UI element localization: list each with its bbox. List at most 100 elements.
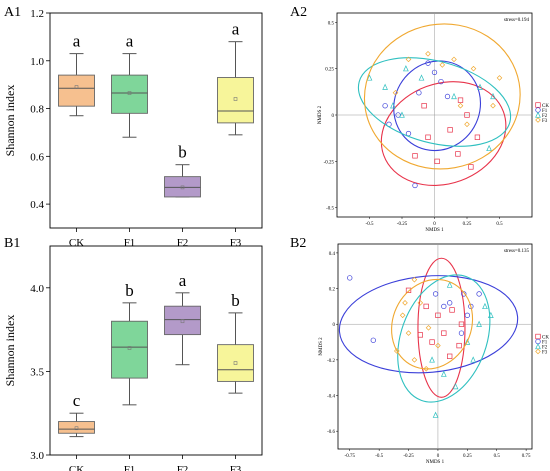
b2-plot-frame	[337, 243, 533, 450]
a2-point-f2	[382, 83, 388, 90]
b2-ytick-label: 0.4	[329, 252, 336, 257]
a2-ytick-label: 0.25	[325, 68, 334, 73]
b2-point-f2	[482, 302, 488, 310]
b1-box-f3	[217, 344, 254, 382]
a2-legend-label-f3: F3	[542, 119, 548, 124]
b2-point-ck	[405, 287, 412, 293]
a2-point-f3	[470, 65, 477, 72]
a2-point-f1	[412, 182, 418, 189]
b2-ytick-label: -0.6	[327, 430, 335, 435]
b2-point-ck	[458, 321, 465, 327]
a1-xtick-label: F2	[177, 237, 189, 249]
b2-point-ck	[449, 307, 455, 313]
b2-point-f1	[468, 303, 474, 310]
b1-mean-marker	[233, 361, 238, 365]
b2-xtick-label: -0.75	[345, 454, 356, 459]
a2-point-f3	[464, 121, 470, 128]
a1-ytick-label: 0.4	[30, 199, 44, 211]
b1-xtick-label: F1	[124, 464, 136, 471]
a1-xtick-label: F3	[230, 237, 242, 249]
panel-label-b1: B1	[4, 236, 20, 251]
b2-xtick-label: 0.5	[494, 454, 501, 459]
a1-ytick-label: 0.8	[30, 104, 44, 116]
a2-point-f3	[425, 51, 431, 57]
a2-y-axis-label: NMDS 2	[318, 105, 323, 124]
b1-significance-letter: a	[179, 271, 187, 290]
b2-point-f2	[432, 411, 439, 418]
a2-point-ck	[434, 158, 440, 165]
b2-xtick-label: 0	[437, 454, 440, 459]
a2-point-f2	[477, 83, 483, 90]
b1-box-f2	[164, 305, 201, 336]
a1-ytick-label: 1.2	[30, 8, 44, 20]
b2-point-f3	[393, 348, 400, 354]
a2-point-f1	[425, 60, 431, 66]
a2-point-f3	[451, 56, 457, 63]
a2-point-f2	[390, 102, 396, 109]
b1-xtick-label: F3	[230, 464, 242, 471]
b1-xtick-label: F2	[177, 464, 189, 471]
a2-point-ck	[455, 151, 461, 157]
b2-xtick-label: 0.75	[522, 454, 531, 459]
b1-plot-frame	[49, 245, 263, 456]
a1-box-f3	[217, 77, 254, 124]
a2-ytick-label: -0.25	[324, 160, 335, 165]
b2-ytick-label: 0.2	[329, 288, 336, 293]
a2-point-f1	[382, 103, 388, 109]
panel-label-b2: B2	[290, 236, 306, 251]
b2-legend-marker-f3	[535, 348, 541, 355]
b2-ytick-label: 0	[333, 323, 336, 328]
a2-xtick-label: -0.25	[397, 222, 408, 227]
a2-ytick-label: 0	[332, 114, 335, 119]
a2-legend-marker-f3	[535, 117, 541, 123]
b2-point-f2	[476, 320, 482, 327]
b2-point-f2	[446, 281, 453, 288]
a1-mean-marker	[127, 91, 132, 95]
b2-xtick-label: -0.5	[375, 454, 383, 459]
a1-box-ck	[58, 74, 95, 107]
b2-legend-marker-ck	[535, 333, 541, 340]
b1-significance-letter: c	[73, 391, 81, 410]
b2-y-axis-label: NMDS 2	[319, 337, 324, 356]
a1-mean-marker	[180, 185, 185, 190]
a2-legend-marker-ck	[535, 102, 541, 108]
a2-xtick-label: 0.25	[463, 222, 472, 227]
a2-point-f2	[490, 92, 496, 100]
b2-point-ck	[441, 330, 447, 336]
a1-mean-marker	[233, 97, 238, 101]
a2-ellipse-ck	[380, 81, 507, 186]
b2-ellipse-f2	[397, 274, 491, 403]
b2-legend-label-f2: F2	[542, 345, 548, 350]
a2-point-f1	[444, 93, 451, 100]
b1-significance-letter: b	[125, 281, 134, 300]
a2-point-f3	[439, 62, 446, 68]
a2-point-f3	[457, 102, 464, 109]
b1-ytick-label: 3.0	[30, 450, 44, 462]
a2-point-f3	[405, 56, 412, 63]
b2-point-f3	[435, 342, 441, 349]
a2-legend-label-f1: F1	[542, 109, 548, 114]
panel-label-a2: A2	[290, 5, 307, 20]
a2-ellipse-f2	[357, 57, 512, 147]
a2-ellipse-f3	[363, 23, 521, 170]
b2-point-f3	[425, 324, 432, 331]
b1-ytick-label: 3.5	[30, 366, 44, 378]
b2-point-f1	[347, 275, 353, 281]
a1-significance-letter: a	[232, 20, 240, 39]
b2-point-f3	[411, 357, 418, 363]
b2-point-f2	[440, 370, 447, 377]
b2-point-f2	[464, 338, 471, 345]
b2-point-f3	[423, 365, 429, 372]
a2-xtick-label: 0	[433, 222, 436, 227]
a2-point-ck	[468, 164, 474, 170]
b2-point-f3	[417, 300, 424, 306]
a2-point-f1	[438, 78, 444, 85]
a2-ytick-label: 0.5	[328, 21, 335, 26]
b1-significance-letter: b	[231, 291, 240, 310]
a1-ytick-label: 0.6	[30, 151, 44, 163]
b2-point-ck	[456, 342, 462, 349]
a1-ytick-label: 1.0	[30, 56, 44, 68]
b2-legend-label-f3: F3	[542, 350, 548, 355]
a1-plot-frame	[49, 12, 263, 229]
b2-point-f3	[405, 330, 412, 336]
